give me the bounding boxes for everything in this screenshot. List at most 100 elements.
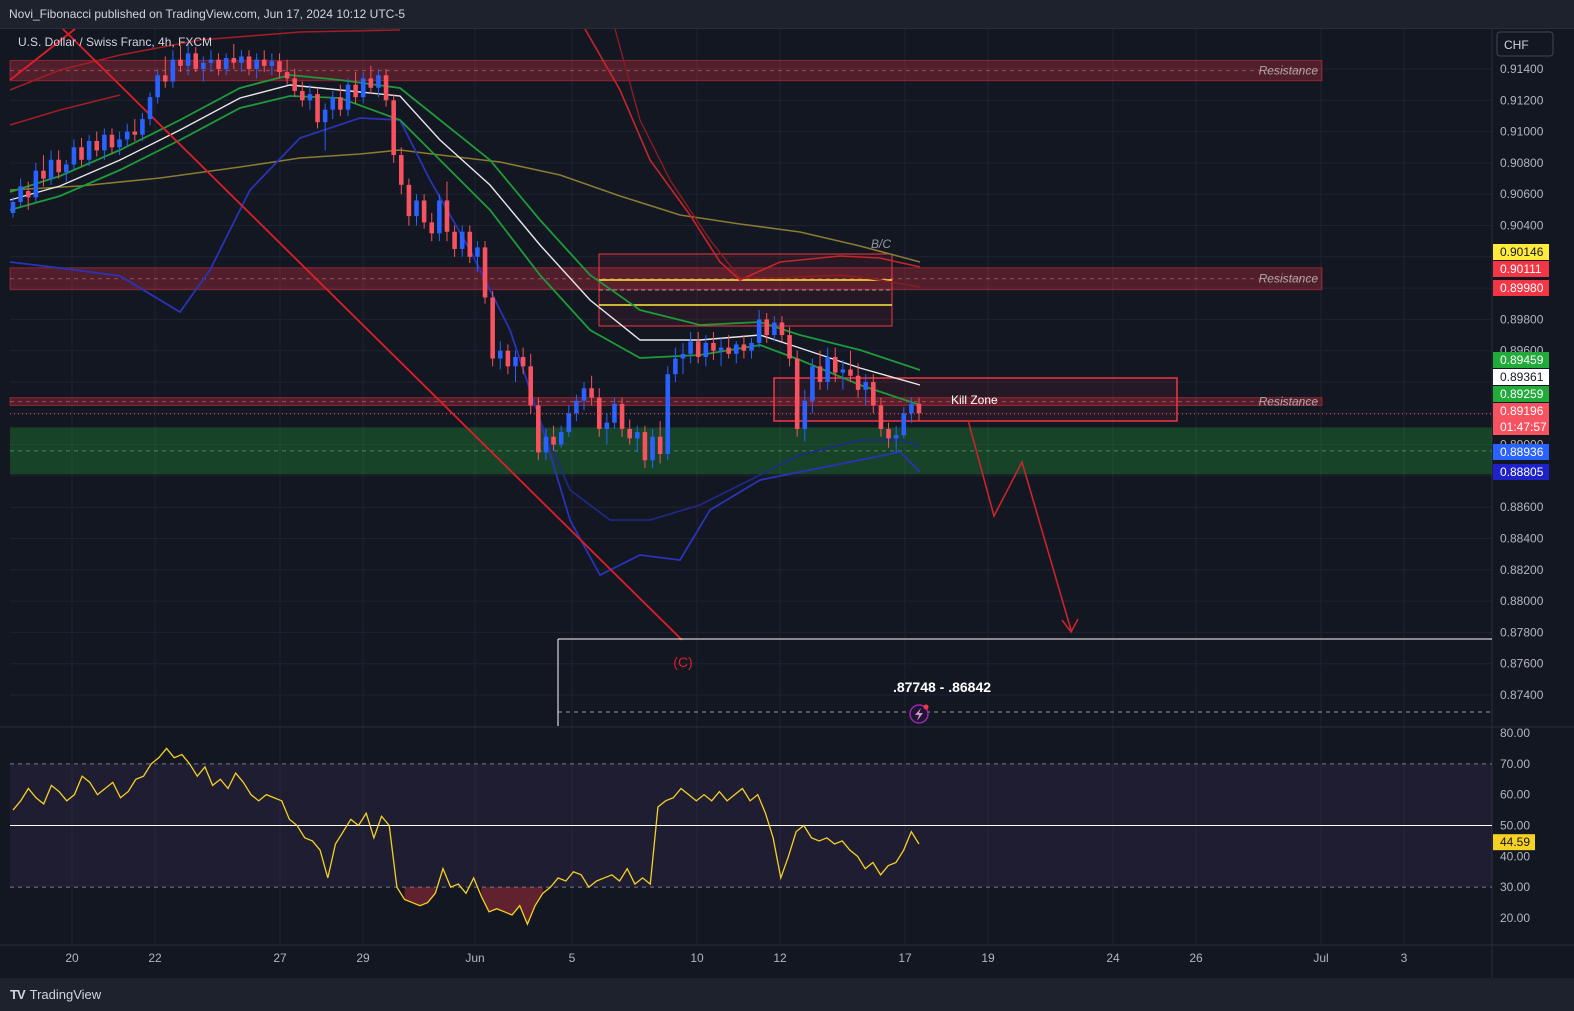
candle-body xyxy=(345,84,351,110)
candle-body xyxy=(893,435,899,439)
candle-body xyxy=(307,94,313,101)
rsi-oversold-fill xyxy=(404,887,436,906)
candle-body xyxy=(231,58,237,63)
alert-dot-icon xyxy=(923,704,929,710)
candle-body xyxy=(86,140,92,160)
price-tag-label: 0.90146 xyxy=(1500,245,1544,259)
candle-body xyxy=(246,56,252,69)
candle-body xyxy=(239,56,244,63)
rsi-tick-label: 50.00 xyxy=(1500,819,1530,833)
price-tag-label: 0.89196 xyxy=(1500,404,1544,418)
price-tag-label: 0.89259 xyxy=(1500,387,1544,401)
candle-body xyxy=(665,374,671,454)
chart-footer: TV TradingView xyxy=(0,978,1574,1011)
price-tag xyxy=(1493,261,1549,277)
upper-band-outer xyxy=(614,28,921,288)
candle-body xyxy=(109,134,115,148)
candle-body xyxy=(94,140,100,151)
rsi-tick-label: 60.00 xyxy=(1500,788,1530,802)
candle-body xyxy=(185,53,191,66)
chart-background xyxy=(0,29,1574,978)
resistance-label: Resistance xyxy=(1259,64,1319,78)
candle-body xyxy=(41,170,46,179)
candle-body xyxy=(315,94,320,123)
trend-line-left xyxy=(9,28,76,81)
candle-body xyxy=(619,403,625,429)
price-tick-label: 0.88200 xyxy=(1500,563,1544,577)
candle-body xyxy=(558,432,564,445)
price-tick-label: 0.91400 xyxy=(1500,62,1544,76)
kill-zone-box xyxy=(773,377,1178,422)
price-tick-label: 0.88400 xyxy=(1500,532,1544,546)
symbol-label: U.S. Dollar / Swiss Franc, 4h, FXCM xyxy=(18,35,212,49)
time-tick-label: 29 xyxy=(356,951,370,965)
candle-body xyxy=(437,200,442,234)
candle-body xyxy=(102,134,107,151)
candle-body xyxy=(391,100,396,156)
candle-body xyxy=(368,78,374,88)
tradingview-brand: TradingView xyxy=(29,986,102,1002)
candle-body xyxy=(353,84,358,98)
price-tag xyxy=(1493,444,1549,460)
time-tick-label: 27 xyxy=(273,951,287,965)
time-tick-label: 10 xyxy=(690,951,704,965)
candle-body xyxy=(170,59,176,82)
lightning-bolt-icon xyxy=(915,708,923,721)
candle-body xyxy=(64,164,69,173)
time-tick-label: 26 xyxy=(1189,951,1203,965)
rsi-line xyxy=(12,747,920,926)
price-tag-label: 0.88805 xyxy=(1500,465,1544,479)
time-tick-label: 24 xyxy=(1106,951,1120,965)
wave-c-label: (C) xyxy=(673,654,692,670)
price-tick-label: 0.91000 xyxy=(1500,125,1544,139)
candle-body xyxy=(520,356,526,367)
resistance-label: Resistance xyxy=(1259,272,1319,286)
candle-body xyxy=(132,131,138,135)
time-tick-label: 3 xyxy=(1401,951,1408,965)
currency-label: CHF xyxy=(1504,38,1529,52)
ma-200-line xyxy=(9,149,921,263)
candle-body xyxy=(18,186,23,203)
candle-body xyxy=(657,436,663,454)
candle-body xyxy=(711,342,716,351)
candle-body xyxy=(832,356,838,373)
candle-body xyxy=(741,344,747,351)
candle-body xyxy=(604,422,610,429)
candle-body xyxy=(10,202,16,213)
candle-body xyxy=(878,405,884,429)
candle-body xyxy=(223,58,229,69)
publish-info: Novi_Fibonacci published on TradingView.… xyxy=(9,7,406,21)
upper-band-descending xyxy=(584,28,921,281)
candle-body xyxy=(147,97,153,120)
tradingview-logo[interactable]: TV TradingView xyxy=(10,983,101,1005)
candle-body xyxy=(817,366,823,382)
price-tag-label: 0.89459 xyxy=(1500,353,1544,367)
price-tick-label: 0.87800 xyxy=(1500,625,1544,639)
candle-body xyxy=(117,139,122,148)
candle-body xyxy=(810,366,815,401)
candle-body xyxy=(840,369,846,373)
candle-body xyxy=(254,59,259,69)
rsi-tick-label: 20.00 xyxy=(1500,911,1530,925)
candle-body xyxy=(886,428,891,439)
candle-body xyxy=(48,159,54,179)
candle-body xyxy=(612,403,617,423)
candle-body xyxy=(216,59,221,69)
candle-body xyxy=(399,155,404,185)
candle-body xyxy=(680,353,686,359)
candle-body xyxy=(376,75,381,88)
candle-body xyxy=(193,53,199,69)
price-tag-label: 0.89361 xyxy=(1500,370,1544,384)
chart-header: Novi_Fibonacci published on TradingView.… xyxy=(0,0,1574,29)
candle-body xyxy=(513,356,518,367)
price-tick-label: 0.89800 xyxy=(1500,312,1544,326)
bar-countdown-label: 01:47:57 xyxy=(1500,420,1547,434)
price-tick-label: 0.90800 xyxy=(1500,156,1544,170)
resistance-label: Resistance xyxy=(1259,395,1319,409)
candle-body xyxy=(459,231,465,249)
price-tick-label: 0.91200 xyxy=(1500,93,1544,107)
candle-body xyxy=(322,109,328,123)
candle-body xyxy=(482,247,488,298)
rsi-current-tag xyxy=(1493,834,1535,851)
